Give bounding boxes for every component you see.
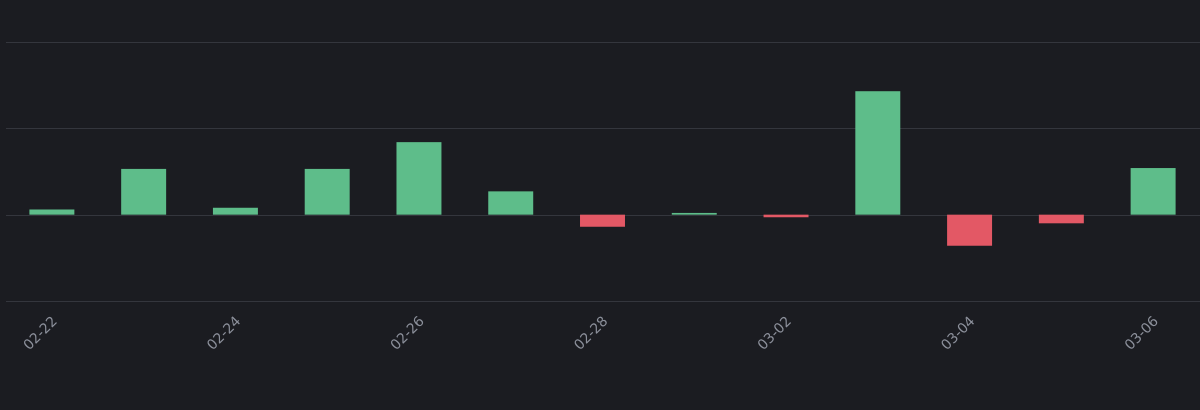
bar [396, 142, 442, 215]
x-tick-label: 03-06 [1122, 313, 1162, 353]
bar [763, 214, 809, 218]
bar [488, 191, 534, 215]
x-tick-label: 02-26 [388, 313, 428, 353]
bar [580, 214, 625, 227]
x-tick-label: 02-24 [204, 313, 244, 353]
bar [212, 207, 258, 215]
bar [1038, 214, 1084, 224]
bar [29, 209, 75, 215]
x-tick-label: 03-02 [755, 314, 795, 354]
bar [855, 91, 901, 215]
bar [304, 168, 350, 215]
bar [1130, 168, 1176, 215]
x-tick-label: 02-28 [571, 314, 611, 354]
bar [671, 212, 717, 215]
bar [947, 214, 993, 246]
x-tick-label: 02-22 [21, 314, 61, 354]
x-tick-label: 03-04 [938, 313, 978, 353]
bar [121, 168, 167, 215]
